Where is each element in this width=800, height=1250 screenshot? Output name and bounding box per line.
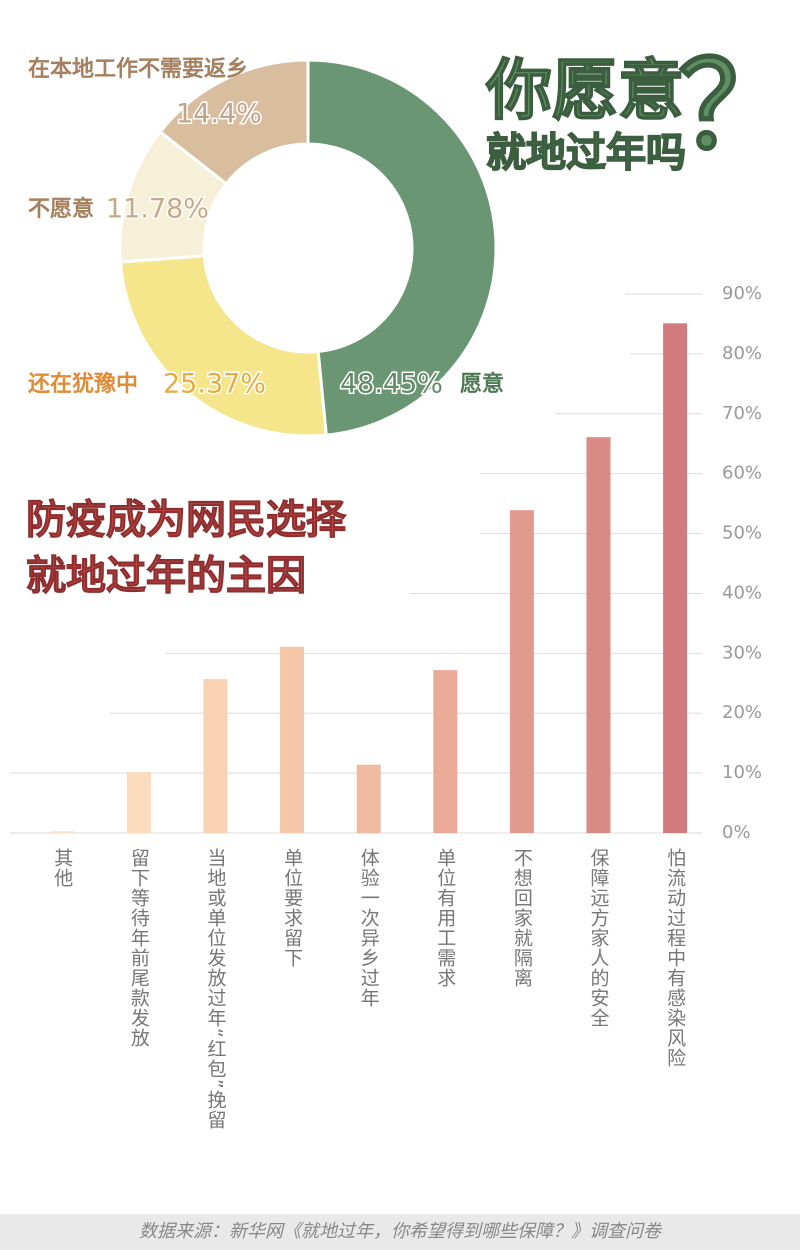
chart-title: 就地过年吗 [486,130,686,176]
bar [586,437,611,833]
y-tick-label: 10% [722,762,762,783]
y-tick-label: 80% [722,343,762,364]
chart-title: 防疫成为网民选择 [26,497,347,543]
y-tick-label: 70% [722,403,762,424]
slice-value: 48.45% [340,369,443,400]
x-tick-label: 其他 [51,848,74,888]
donut-slice [158,58,310,186]
bar [663,323,688,833]
bar [433,670,458,833]
x-tick-label: 单位有用工需求 [434,848,457,988]
source-note: 数据来源：新华网《就地过年，你希望得到哪些保障？》调查问卷 [0,1214,800,1250]
donut-slice [306,58,498,437]
x-tick-label: 不想回家就隔离 [510,848,533,988]
slice-name: 在本地工作不需要返乡 [28,56,248,82]
bar [356,764,381,833]
y-tick-label: 0% [722,822,751,843]
bar [50,831,75,833]
x-tick-label: 当地或单位发放过年“红包”挽留 [204,848,227,1130]
slice-value: 11.78% [106,194,209,225]
bar [126,771,151,833]
x-tick-label: 体验一次异乡过年 [357,848,380,1008]
y-tick-label: 40% [722,582,762,603]
slice-value: 25.37% [163,369,266,400]
slice-name: 愿意 [460,371,504,397]
x-tick-label: 怕流动过程中有感染风险 [664,848,687,1068]
bar [509,510,534,833]
slice-name: 不愿意 [28,196,94,222]
bar [280,646,305,833]
donut-slice [118,254,328,438]
x-tick-label: 留下等待年前尾款发放 [127,848,150,1048]
slice-value: 14.4% [176,99,262,130]
chart-title: ？ [678,38,798,177]
y-tick-label: 30% [722,642,762,663]
chart-title: 你愿意 [485,52,684,129]
y-tick-label: 60% [722,463,762,484]
slice-name: 还在犹豫中 [27,371,138,397]
y-tick-label: 20% [722,702,762,723]
bar [203,679,228,833]
y-tick-label: 90% [722,283,762,304]
x-tick-label: 保障远方家人的安全 [587,848,610,1028]
chart-title: 就地过年的主因 [26,553,306,599]
y-tick-label: 50% [722,523,762,544]
x-tick-label: 单位要求留下 [281,848,304,968]
